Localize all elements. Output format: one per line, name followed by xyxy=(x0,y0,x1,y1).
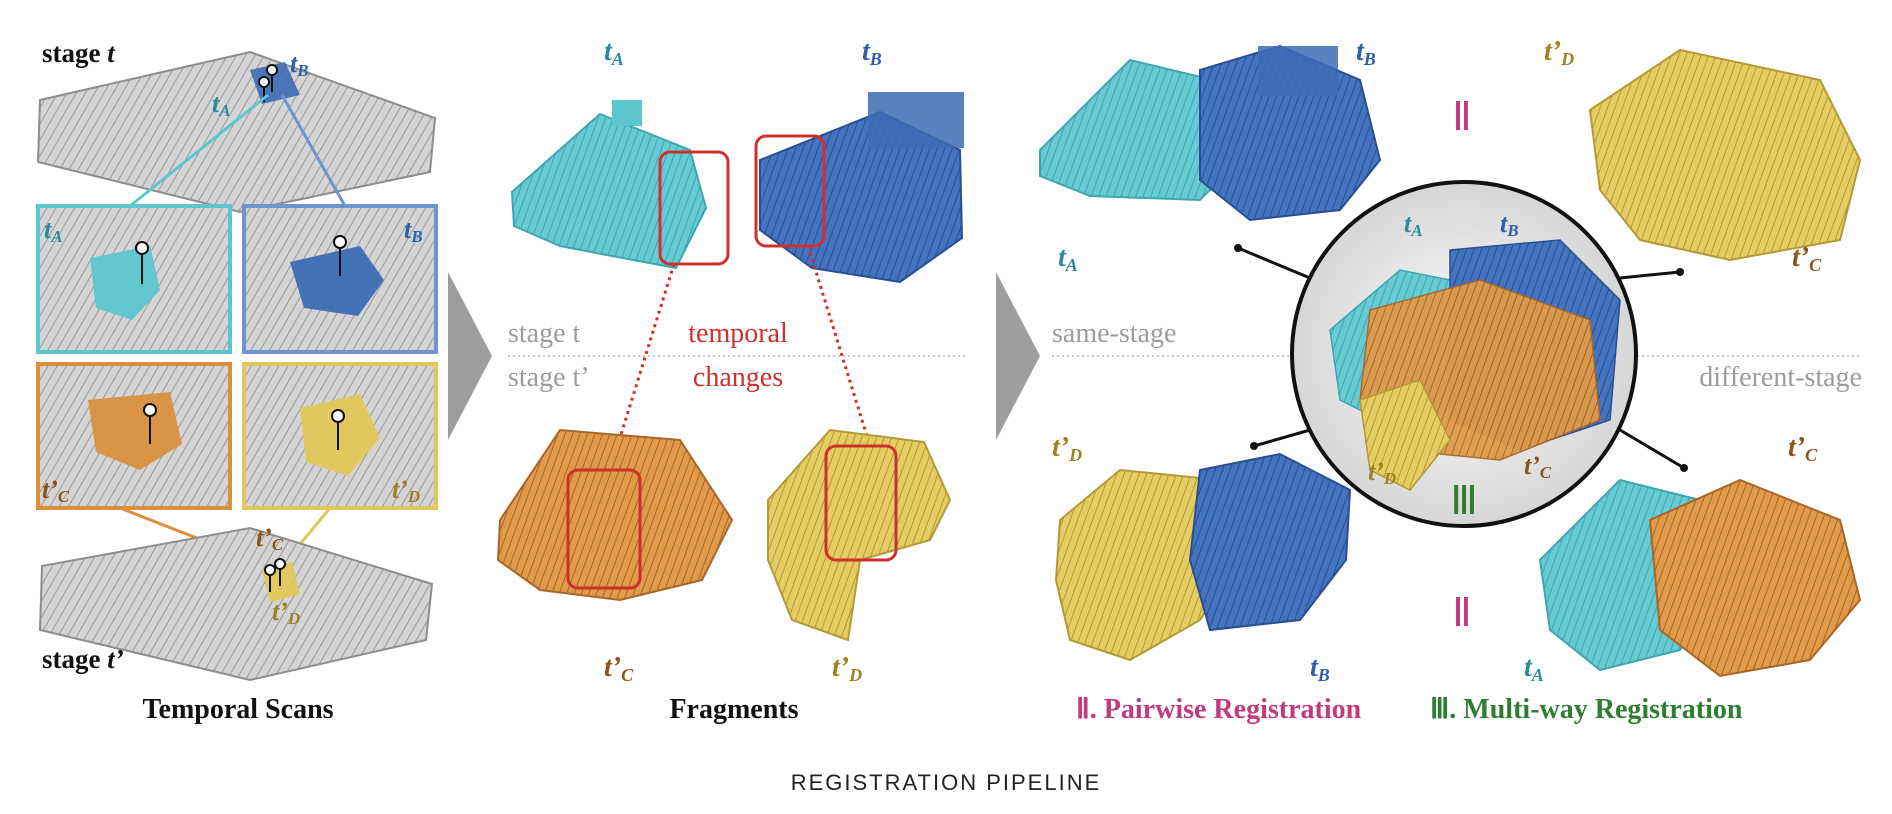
panel-registration: tA tB t’D t’C Ⅱ same-stage different-sta… xyxy=(1039,36,1862,725)
inset-tB: tB xyxy=(242,204,438,354)
scan-stage-tprime xyxy=(38,526,434,682)
inset-tD: t’D xyxy=(242,362,438,510)
temporal-changes-line1: temporal xyxy=(688,318,788,349)
label-tB-scan: tB xyxy=(290,49,309,80)
pair-tA-tC: tA t’C xyxy=(1524,432,1862,685)
arrow-icon xyxy=(996,272,1040,440)
label-tA-bottomright: tA xyxy=(1524,652,1544,685)
label-tC-fragment: t’C xyxy=(604,652,634,685)
inset-tC: t’C xyxy=(36,362,232,510)
figure-caption: REGISTRATION PIPELINE xyxy=(790,770,1102,795)
numeral-multiway: Ⅲ xyxy=(1450,478,1478,523)
label-tD-topright: t’D xyxy=(1544,36,1574,69)
label-tB-bottomleft: tB xyxy=(1310,652,1330,685)
multiway-circle: tA tB t’D t’C xyxy=(1234,180,1688,528)
fragment-tC xyxy=(496,428,734,602)
label-tB-pair: tB xyxy=(1356,36,1376,69)
fragment-tD xyxy=(767,428,952,642)
label-tD-fragment: t’D xyxy=(832,652,862,685)
panel-fragments: tA tB stage t stage t’ temporal changes … xyxy=(496,36,968,725)
title-fragments: Fragments xyxy=(669,694,798,725)
fragment-tD-topright: t’D t’C xyxy=(1544,36,1862,275)
label-tC-scan: t’C xyxy=(256,523,284,554)
temporal-changes-line2: changes xyxy=(693,362,783,393)
legend-pairwise: Ⅱ. Pairwise Registration xyxy=(1076,694,1362,725)
stage-tprime-label: stage t’ xyxy=(42,644,124,674)
label-tB-fragment: tB xyxy=(862,36,882,69)
label-tC-bottomright: t’C xyxy=(1788,432,1818,465)
numeral-pairwise-top: Ⅱ xyxy=(1452,94,1472,139)
label-tA-pair: tA xyxy=(1058,242,1078,275)
stage-t-divider-label: stage t xyxy=(508,318,581,349)
fragment-tA xyxy=(510,112,708,270)
label-tA-fragment: tA xyxy=(604,36,624,69)
pair-tA-tB: tA tB xyxy=(1039,36,1382,275)
legend-multiway: Ⅲ. Multi-way Registration xyxy=(1430,694,1743,725)
scan-stage-t xyxy=(36,50,437,214)
numeral-pairwise-bottom: Ⅱ xyxy=(1452,590,1472,635)
title-temporal-scans: Temporal Scans xyxy=(142,694,333,725)
label-tC-topright: t’C xyxy=(1792,242,1822,275)
inset-tA: tA xyxy=(36,204,232,354)
stage-tprime-divider-label: stage t’ xyxy=(508,362,590,393)
same-stage-label: same-stage xyxy=(1052,318,1176,349)
panel-temporal-scans: stage t tB tA tA tB t’C xyxy=(36,38,438,725)
pin-icon xyxy=(264,558,286,592)
different-stage-label: different-stage xyxy=(1699,362,1862,393)
stage-t-label: stage t xyxy=(42,38,116,68)
pair-tD-tB: t’D tB xyxy=(1052,432,1352,685)
arrow-icon xyxy=(448,272,492,440)
pin-icon xyxy=(258,64,278,102)
label-tD-bottomleft: t’D xyxy=(1052,432,1082,465)
